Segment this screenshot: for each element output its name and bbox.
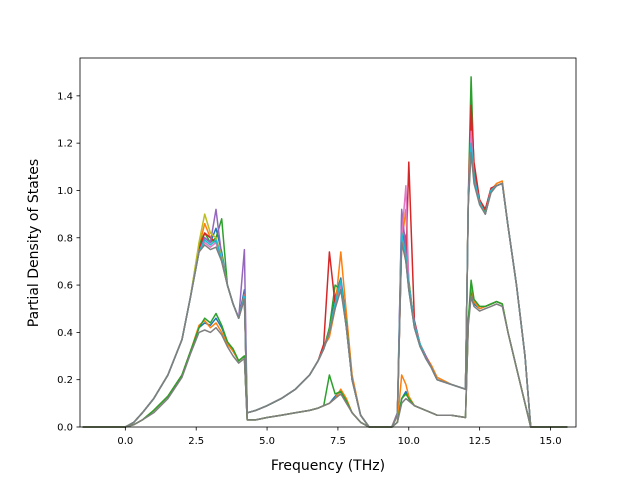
x-axis-label: Frequency (THz) (271, 458, 385, 474)
x-axis: 0.0 2.5 5.0 7.5 10.0 12.5 15.0 (117, 427, 562, 447)
pdos-series-line (82, 151, 568, 428)
y-tick-label: 1.2 (57, 139, 73, 150)
y-axis: 0.0 0.2 0.4 0.6 0.8 1.0 1.2 1.4 (57, 91, 80, 434)
axes-frame (79, 57, 577, 428)
y-tick-label: 0.8 (57, 233, 73, 244)
y-tick-label: 1.4 (57, 91, 73, 102)
y-tick-label: 0.2 (57, 375, 73, 386)
x-tick-label: 10.0 (398, 436, 420, 447)
x-tick-label: 15.0 (539, 436, 561, 447)
y-tick-label: 0.0 (57, 423, 73, 434)
y-tick-label: 0.4 (57, 328, 73, 339)
plot-lines (82, 76, 568, 428)
pdos-series-line (82, 296, 568, 428)
x-tick-label: 5.0 (259, 436, 275, 447)
x-tick-label: 2.5 (188, 436, 204, 447)
x-tick-label: 7.5 (330, 436, 346, 447)
x-tick-label: 12.5 (469, 436, 491, 447)
y-tick-label: 1.0 (57, 186, 73, 197)
y-tick-label: 0.6 (57, 281, 73, 292)
y-axis-label: Partial Density of States (26, 159, 42, 327)
x-tick-label: 0.0 (117, 436, 133, 447)
